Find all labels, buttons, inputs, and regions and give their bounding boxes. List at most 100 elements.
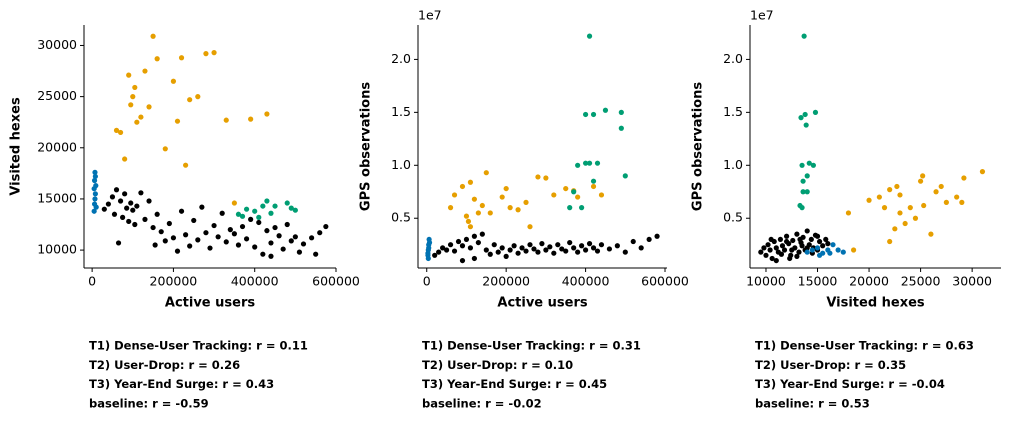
point: [268, 210, 274, 216]
point: [894, 183, 900, 190]
point: [162, 146, 168, 152]
point: [425, 250, 431, 256]
point: [187, 243, 193, 249]
x-tick-label: 600000: [641, 274, 689, 289]
point: [812, 109, 819, 115]
point: [195, 237, 201, 243]
point: [938, 183, 944, 190]
point: [979, 169, 986, 175]
point: [551, 192, 557, 198]
point: [459, 257, 466, 264]
point: [816, 252, 823, 258]
point: [150, 224, 156, 231]
point: [598, 192, 605, 198]
point: [808, 236, 814, 243]
point: [203, 51, 209, 57]
point: [803, 122, 809, 128]
point: [902, 220, 908, 227]
point: [820, 243, 826, 249]
point: [622, 249, 628, 255]
point: [866, 197, 872, 203]
point: [582, 160, 589, 166]
point: [115, 240, 122, 246]
point: [288, 205, 294, 211]
point: [142, 216, 148, 222]
point: [170, 235, 177, 241]
annotation: T2) User-Drop: r = 0.35: [755, 358, 906, 372]
x-tick-label: 400000: [562, 274, 610, 289]
point: [797, 236, 803, 243]
point: [590, 245, 597, 251]
point: [463, 213, 470, 219]
point: [790, 237, 796, 244]
point: [91, 208, 97, 214]
point: [162, 238, 168, 244]
point: [897, 210, 903, 216]
point: [239, 213, 246, 219]
y-tick-label: 1.0: [391, 157, 411, 172]
point: [547, 244, 553, 250]
point: [876, 194, 882, 200]
point: [459, 243, 466, 249]
point: [300, 241, 307, 247]
point: [475, 210, 481, 216]
point: [590, 111, 597, 118]
point: [467, 245, 474, 251]
point: [523, 199, 529, 205]
point: [781, 247, 788, 253]
point: [921, 202, 927, 209]
point: [582, 111, 589, 118]
point: [801, 33, 807, 39]
annotation: T1) Dense-User Tracking: r = 0.63: [755, 339, 974, 353]
point: [239, 223, 246, 230]
point: [543, 175, 549, 181]
point: [122, 191, 128, 197]
y-axis-label: Visited hexes: [9, 97, 24, 196]
point: [840, 249, 846, 255]
point: [126, 72, 132, 78]
point: [146, 104, 152, 110]
annotation: T1) Dense-User Tracking: r = 0.31: [422, 339, 641, 353]
point: [809, 247, 815, 253]
point: [117, 129, 124, 136]
point: [767, 247, 773, 253]
point: [761, 245, 767, 251]
x-tick-label: 0: [88, 274, 96, 289]
point: [491, 242, 497, 248]
point: [519, 245, 525, 251]
point: [309, 235, 315, 241]
x-tick-label: 15000: [798, 274, 838, 289]
point: [511, 243, 517, 249]
point: [575, 162, 581, 168]
point: [284, 200, 290, 206]
point: [531, 246, 537, 252]
point: [515, 207, 521, 213]
point: [814, 245, 821, 251]
x-tick-label: 600000: [312, 274, 360, 289]
x-axis-label: Visited hexes: [826, 296, 925, 311]
point: [138, 114, 144, 120]
point: [794, 231, 800, 237]
y-tick-label: 15000: [37, 190, 77, 205]
point: [495, 249, 501, 255]
point: [800, 178, 806, 184]
point: [117, 198, 124, 204]
point: [618, 109, 624, 115]
point: [101, 206, 107, 212]
point: [174, 248, 181, 254]
point: [881, 205, 888, 211]
point: [272, 224, 278, 231]
point: [563, 185, 569, 192]
point: [830, 242, 836, 248]
point: [425, 255, 431, 262]
point: [313, 251, 319, 257]
point: [799, 162, 805, 168]
y-axis-label: GPS observations: [359, 82, 374, 211]
point: [487, 210, 493, 216]
point: [451, 248, 458, 254]
point: [797, 202, 803, 209]
point: [773, 245, 779, 251]
point: [93, 204, 99, 210]
point: [440, 245, 446, 251]
point: [248, 116, 254, 122]
